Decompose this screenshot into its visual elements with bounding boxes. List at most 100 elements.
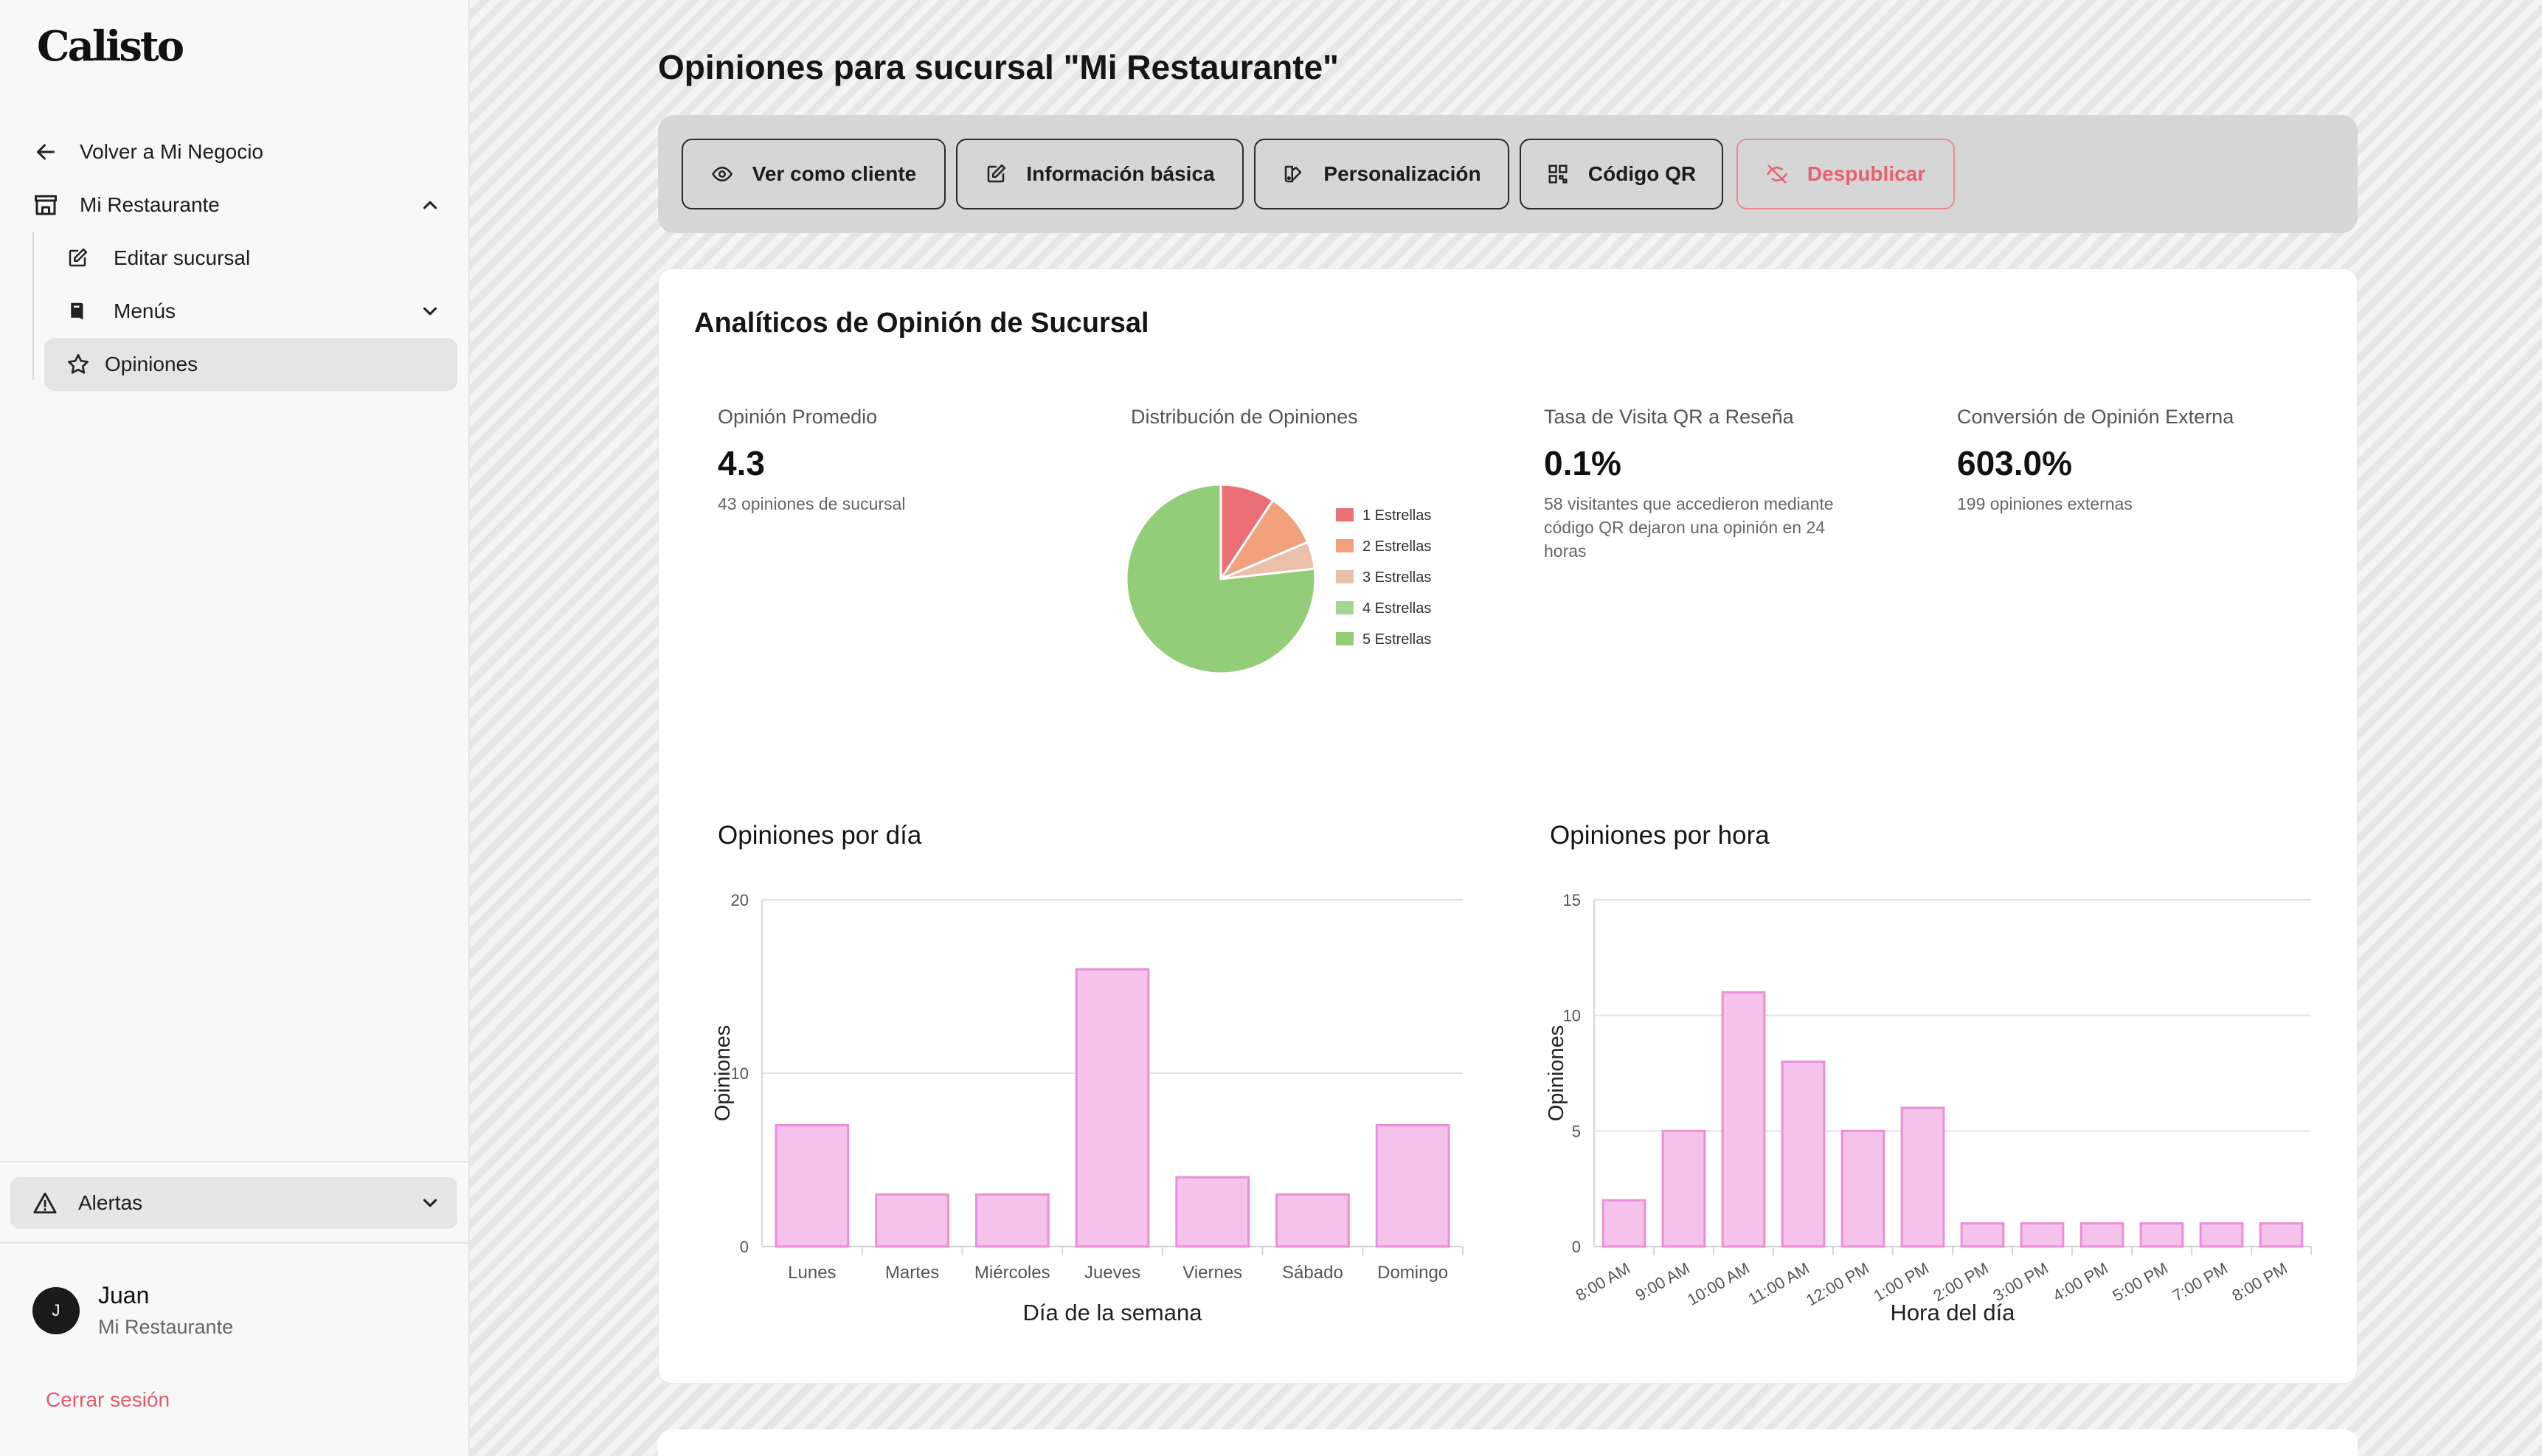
alerts-dropdown[interactable]: Alertas	[10, 1177, 457, 1229]
active-item-highlight	[44, 338, 457, 391]
sidebar-item-restaurant[interactable]: Mi Restaurante	[32, 183, 220, 227]
bar[interactable]	[775, 1124, 850, 1248]
reviews-by-hour-title: Opiniones por hora	[1550, 821, 1770, 850]
bar[interactable]	[1601, 1199, 1646, 1248]
avg-rating-desc: 43 opiniones de sucursal	[718, 494, 906, 513]
star-icon	[68, 354, 89, 374]
external-conversion-label: Conversión de Opinión Externa	[1957, 406, 2234, 428]
sidebar-item-label: Menús	[114, 299, 176, 322]
eye-icon	[711, 166, 733, 182]
x-tick-label: 1:00 PM	[1871, 1259, 1932, 1306]
external-conversion-value: 603.0%	[1957, 444, 2073, 482]
sidebar-item-label: Opiniones	[105, 353, 198, 375]
bar[interactable]	[1721, 991, 1766, 1248]
qr-rate-desc: 58 visitantes que accedieron mediante có…	[1544, 492, 1834, 563]
user-name: Juan	[98, 1282, 150, 1308]
book-icon	[71, 302, 83, 320]
view-as-customer-button[interactable]: Ver como cliente	[682, 139, 946, 209]
sidebar-item-label: Editar sucursal	[114, 246, 251, 269]
bar[interactable]	[1960, 1222, 2005, 1248]
divider	[0, 1242, 470, 1244]
bar[interactable]	[2079, 1222, 2124, 1248]
bar[interactable]	[1075, 968, 1150, 1248]
legend-swatch	[1336, 570, 1354, 583]
bar[interactable]	[2199, 1222, 2244, 1248]
bar[interactable]	[1900, 1106, 1945, 1248]
sidebar-item-reviews[interactable]: Opiniones	[66, 342, 198, 386]
customization-button[interactable]: Personalización	[1254, 139, 1509, 209]
bar[interactable]	[1175, 1176, 1250, 1248]
button-label: Personalización	[1323, 162, 1481, 185]
bar[interactable]	[1661, 1129, 1706, 1248]
avg-rating-label: Opinión Promedio	[718, 406, 878, 428]
unpublish-button[interactable]: Despublicar	[1736, 139, 1955, 209]
back-to-business-link[interactable]: Volver a Mi Negocio	[32, 130, 263, 174]
logout-link[interactable]: Cerrar sesión	[46, 1388, 170, 1411]
x-axis-label: Día de la semana	[1023, 1300, 1203, 1325]
next-card	[658, 1429, 2358, 1456]
user-business: Mi Restaurante	[98, 1316, 234, 1338]
reviews-by-day-title: Opiniones por día	[718, 821, 922, 850]
back-label: Volver a Mi Negocio	[80, 140, 264, 163]
legend-label: 1 Estrellas	[1362, 507, 1431, 524]
warning-icon	[33, 1192, 57, 1214]
sidebar-item-menus[interactable]: Menús	[66, 289, 176, 333]
y-tick-label: 10	[1563, 1007, 1581, 1025]
bar[interactable]	[2259, 1222, 2304, 1248]
legend-swatch	[1336, 601, 1354, 614]
qr-rate-value: 0.1%	[1544, 444, 1621, 482]
alerts-label: Alertas	[78, 1191, 143, 1214]
y-tick-label: 0	[1572, 1238, 1581, 1256]
qr-rate-desc-line: 58 visitantes que accedieron mediante	[1544, 494, 1834, 513]
avatar[interactable]: J	[32, 1287, 80, 1334]
sidebar-item-edit-branch[interactable]: Editar sucursal	[66, 236, 250, 280]
subtree-line	[32, 232, 34, 380]
bar[interactable]	[1275, 1193, 1350, 1248]
qr-rate-desc-line: horas	[1544, 541, 1587, 561]
avg-rating-value: 4.3	[718, 444, 765, 482]
page-title: Opiniones para sucursal "Mi Restaurante"	[658, 48, 1339, 86]
bar[interactable]	[875, 1193, 949, 1248]
chevron-up-icon[interactable]	[419, 194, 441, 216]
qr-icon	[1548, 164, 1568, 184]
qr-rate-desc-line: código QR dejaron una opinión en 24	[1544, 518, 1826, 537]
x-tick-label: 5:00 PM	[2110, 1259, 2171, 1306]
pie-slice	[1125, 483, 1317, 675]
bar[interactable]	[2139, 1222, 2184, 1248]
chevron-down-icon[interactable]	[419, 1192, 441, 1214]
x-tick-label: 12:00 PM	[1803, 1259, 1872, 1310]
alerts-toggle[interactable]: Alertas	[32, 1181, 142, 1225]
x-tick-label: 8:00 PM	[2229, 1259, 2290, 1306]
bar[interactable]	[1840, 1129, 1885, 1248]
distribution-pie-chart: 1 Estrellas 2 Estrellas 3 Estrellas 4 Estre…	[1125, 483, 1431, 675]
toolbar: Ver como cliente Información básica Pers…	[658, 115, 2358, 233]
x-tick-label: 4:00 PM	[2050, 1259, 2111, 1306]
sidebar: Calisto Volver a Mi Negocio Mi Restauran…	[0, 0, 470, 1456]
chevron-down-icon[interactable]	[419, 300, 441, 322]
bar[interactable]	[2020, 1222, 2065, 1248]
legend-label: 4 Estrellas	[1362, 600, 1431, 617]
basic-info-button[interactable]: Información básica	[956, 139, 1244, 209]
x-tick-label: Jueves	[1084, 1263, 1140, 1283]
restaurant-label: Mi Restaurante	[80, 193, 220, 216]
distribution-label: Distribución de Opiniones	[1131, 406, 1358, 428]
bar[interactable]	[1781, 1060, 1826, 1248]
bar[interactable]	[1375, 1124, 1450, 1248]
store-icon	[35, 195, 57, 215]
y-tick-label: 10	[731, 1064, 749, 1083]
bar[interactable]	[974, 1193, 1050, 1248]
x-tick-label: 8:00 AM	[1573, 1259, 1633, 1305]
x-tick-label: 7:00 PM	[2169, 1259, 2231, 1306]
analytics-title: Analíticos de Opinión de Sucursal	[694, 308, 1149, 339]
button-label: Información básica	[1026, 162, 1215, 185]
x-tick-label: Martes	[885, 1263, 939, 1283]
y-tick-label: 5	[1572, 1122, 1581, 1140]
button-label: Código QR	[1587, 162, 1697, 185]
x-tick-label: Domingo	[1377, 1263, 1448, 1283]
qr-code-button[interactable]: Código QR	[1520, 139, 1723, 209]
edit-icon	[69, 248, 88, 267]
y-axis-label: Opiniones	[711, 1025, 735, 1122]
legend-swatch	[1336, 632, 1354, 645]
legend-label: 5 Estrellas	[1362, 631, 1431, 648]
